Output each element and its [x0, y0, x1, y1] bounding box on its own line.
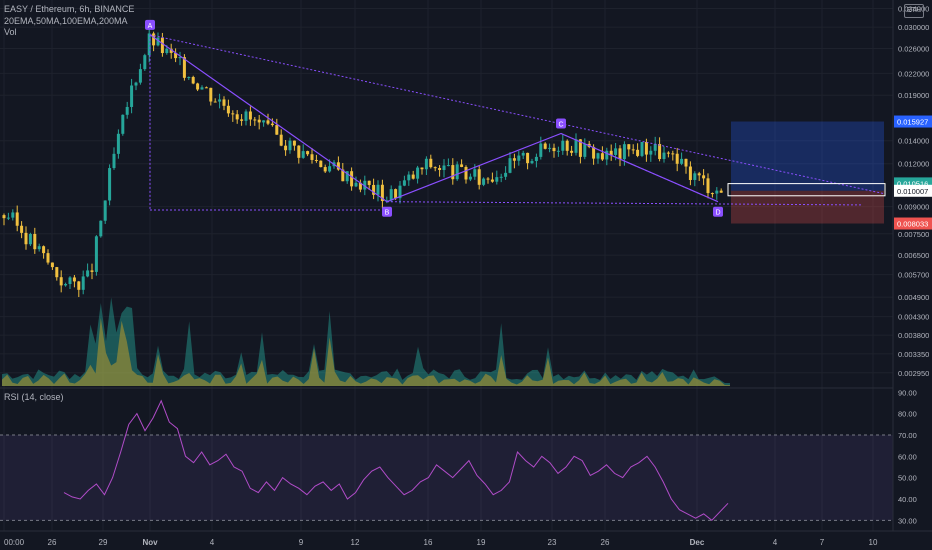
price-tick-14: 0.003350: [898, 350, 929, 359]
currency-badge[interactable]: ETH: [904, 4, 924, 18]
price-badge-bg-2: [894, 184, 932, 197]
price-badge-3: 0.008033: [897, 220, 928, 229]
time-tick-14: 10: [869, 538, 878, 547]
rsi-tick-5: 40.00: [898, 495, 917, 504]
pattern-marker-c: [556, 118, 566, 129]
time-tick-9: 23: [548, 538, 557, 547]
price-badge-2: 0.010007: [897, 187, 928, 196]
pattern-label-c: C: [558, 121, 563, 128]
time-tick-7: 16: [424, 538, 433, 547]
price-tick-15: 0.002950: [898, 369, 929, 378]
rsi-tick-0: 90.00: [898, 388, 917, 397]
time-tick-2: 29: [99, 538, 108, 547]
time-tick-11: Dec: [690, 538, 705, 547]
price-tick-1: 0.030000: [898, 23, 929, 32]
time-tick-10: 26: [601, 538, 610, 547]
rsi-band: [0, 434, 893, 521]
price-tick-4: 0.019000: [898, 91, 929, 100]
time-tick-6: 12: [351, 538, 360, 547]
rsi-tick-4: 50.00: [898, 474, 917, 483]
price-badge-bg-0: [894, 115, 932, 128]
pattern-label-d: D: [715, 210, 720, 217]
pattern-label-a: A: [148, 23, 153, 30]
price-tick-3: 0.022000: [898, 69, 929, 78]
time-tick-3: Nov: [142, 538, 158, 547]
time-tick-8: 19: [477, 538, 486, 547]
price-badge-1: 0.010516: [897, 179, 928, 188]
time-tick-1: 26: [48, 538, 57, 547]
time-tick-0: 00:00: [4, 538, 25, 547]
candles: [2, 27, 723, 298]
price-tick-2: 0.026000: [898, 44, 929, 53]
time-tick-4: 4: [210, 538, 215, 547]
indicator-legend[interactable]: 20EMA,50MA,100EMA,200MA: [4, 16, 128, 26]
pattern-marker-b: [382, 206, 392, 217]
rsi-line: [63, 399, 729, 521]
price-tick-0: 0.034000: [898, 5, 929, 14]
pattern-marker-d: [713, 206, 723, 217]
price-tick-10: 0.005700: [898, 271, 929, 280]
volume-area-down: [2, 317, 730, 386]
pattern-marker-a: [145, 19, 155, 30]
price-tick-7: 0.009000: [898, 203, 929, 212]
price-badge-0: 0.015927: [897, 118, 928, 127]
symbol-title: EASY / Ethereum, 6h, BINANCE: [4, 4, 135, 14]
price-tick-9: 0.006500: [898, 251, 929, 260]
position-entry-box: [727, 183, 886, 197]
rsi-tick-6: 30.00: [898, 516, 917, 525]
price-tick-6: 0.012000: [898, 160, 929, 169]
time-tick-12: 4: [773, 538, 778, 547]
pattern-cd-dotted: [560, 133, 719, 203]
pattern-trend-line: [149, 34, 886, 195]
rsi-tick-3: 60.00: [898, 452, 917, 461]
rsi-tick-1: 80.00: [898, 410, 917, 419]
pattern-label-b: B: [385, 210, 390, 217]
grid-lines: [0, 0, 893, 531]
time-tick-5: 9: [299, 538, 304, 547]
price-tick-8: 0.007500: [898, 230, 929, 239]
position-target-zone: [731, 121, 884, 191]
time-tick-13: 7: [820, 538, 825, 547]
abcd-pattern-lines: [149, 34, 719, 203]
volume-legend[interactable]: Vol: [4, 27, 17, 37]
pattern-support-line: [386, 201, 863, 206]
price-tick-12: 0.004300: [898, 313, 929, 322]
price-tick-5: 0.014000: [898, 137, 929, 146]
rsi-tick-2: 70.00: [898, 431, 917, 440]
price-tick-11: 0.004900: [898, 293, 929, 302]
rsi-legend[interactable]: RSI (14, close): [4, 392, 64, 402]
price-badge-bg-3: [894, 217, 932, 230]
price-tick-13: 0.003800: [898, 331, 929, 340]
